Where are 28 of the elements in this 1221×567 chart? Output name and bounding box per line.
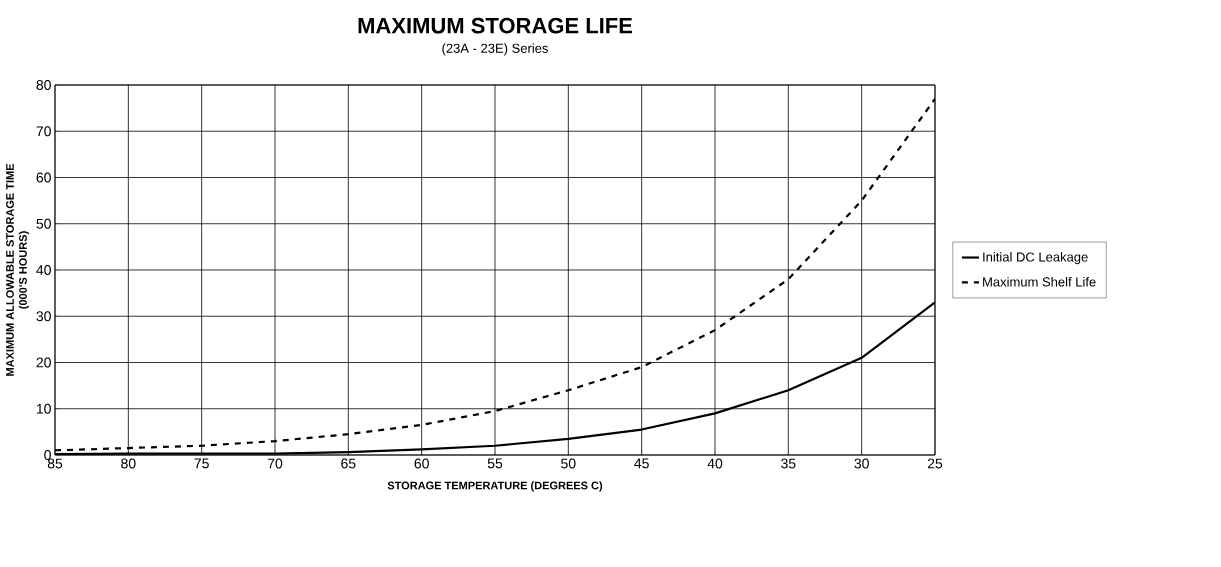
x-axis-title: STORAGE TEMPERATURE (DEGREES C)	[387, 481, 603, 492]
chart-subtitle: (23A - 23E) Series	[442, 43, 548, 56]
y-tick-label: 0	[44, 450, 51, 460]
chart-title: MAXIMUM STORAGE LIFE	[358, 17, 633, 34]
x-tick-label: 55	[487, 458, 503, 469]
y-tick-label: 30	[36, 311, 51, 322]
x-tick-label: 70	[267, 458, 283, 469]
y-tick-label: 50	[36, 218, 51, 229]
x-tick-label: 40	[707, 458, 723, 469]
legend-label: Initial DC Leakage	[983, 252, 1088, 265]
y-tick-label: 20	[36, 357, 51, 368]
x-tick-label: 35	[781, 458, 796, 469]
x-tick-label: 80	[121, 458, 136, 469]
y-tick-label: 70	[36, 126, 51, 137]
x-tick-label: 65	[341, 458, 356, 469]
y-tick-label: 40	[36, 265, 51, 275]
x-tick-label: 75	[194, 458, 209, 469]
y-tick-label: 10	[36, 403, 51, 414]
x-tick-label: 85	[47, 458, 63, 469]
x-tick-label: 50	[561, 458, 576, 469]
y-tick-label: 60	[36, 172, 51, 183]
x-tick-label: 60	[414, 458, 429, 469]
x-tick-label: 30	[854, 458, 869, 469]
x-tick-label: 25	[927, 458, 943, 469]
y-axis-title: MAXIMUM ALLOWABLE STORAGE TIME (000'S HOURS)	[6, 163, 30, 376]
y-tick-label: 80	[36, 80, 51, 90]
legend-label: Maximum Shelf Life	[983, 276, 1096, 287]
x-tick-label: 45	[634, 458, 649, 469]
